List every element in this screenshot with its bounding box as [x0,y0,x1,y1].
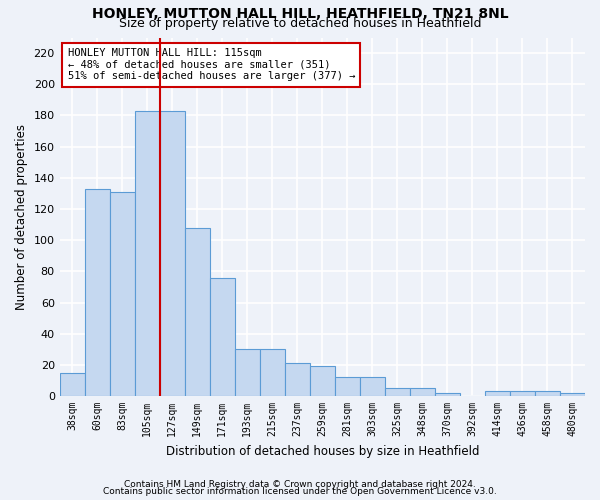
Text: HONLEY MUTTON HALL HILL: 115sqm
← 48% of detached houses are smaller (351)
51% o: HONLEY MUTTON HALL HILL: 115sqm ← 48% of… [68,48,355,82]
Bar [435,393,460,396]
Text: Contains HM Land Registry data © Crown copyright and database right 2024.: Contains HM Land Registry data © Crown c… [124,480,476,489]
Bar [560,393,585,396]
Bar [135,111,160,396]
Bar [535,392,560,396]
Bar [85,188,110,396]
Bar [59,372,85,396]
Bar [210,278,235,396]
Bar [385,388,410,396]
Y-axis label: Number of detached properties: Number of detached properties [15,124,28,310]
Bar [510,392,535,396]
Text: HONLEY, MUTTON HALL HILL, HEATHFIELD, TN21 8NL: HONLEY, MUTTON HALL HILL, HEATHFIELD, TN… [92,8,508,22]
Bar [285,364,310,396]
Bar [260,350,285,396]
Bar [310,366,335,396]
Text: Contains public sector information licensed under the Open Government Licence v3: Contains public sector information licen… [103,487,497,496]
Bar [335,378,360,396]
Bar [185,228,210,396]
Bar [235,350,260,396]
X-axis label: Distribution of detached houses by size in Heathfield: Distribution of detached houses by size … [166,444,479,458]
Bar [410,388,435,396]
Text: Size of property relative to detached houses in Heathfield: Size of property relative to detached ho… [119,18,481,30]
Bar [160,111,185,396]
Bar [485,392,510,396]
Bar [360,378,385,396]
Bar [110,192,135,396]
